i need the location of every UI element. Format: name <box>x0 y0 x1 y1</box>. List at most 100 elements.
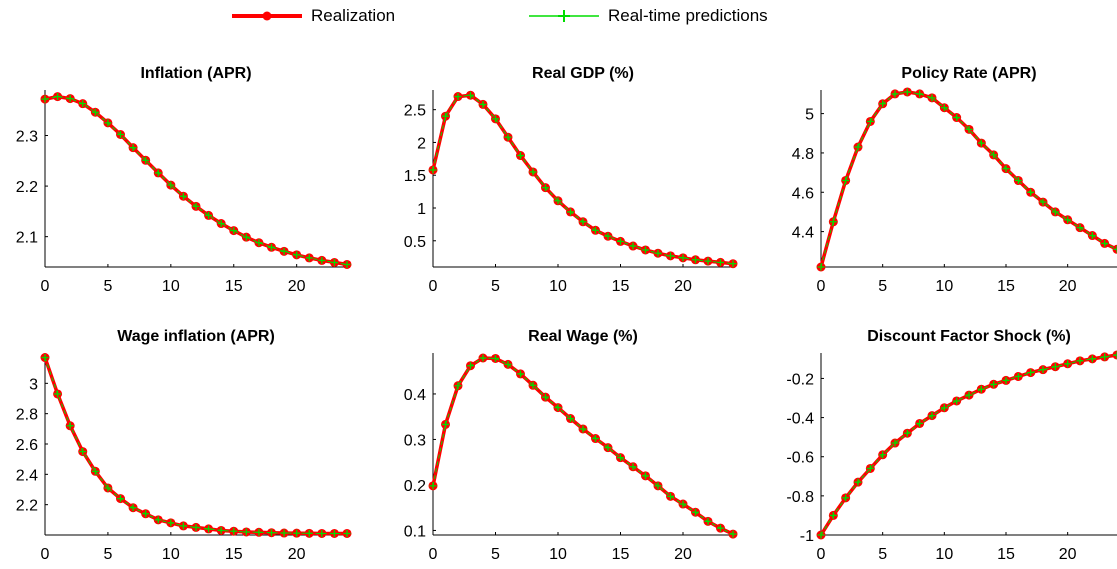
prediction-point <box>579 425 587 433</box>
prediction-point <box>154 169 162 177</box>
prediction-point <box>592 226 599 234</box>
x-tick-label: 20 <box>1059 278 1077 295</box>
prediction-point <box>679 254 687 262</box>
y-tick-label: -0.8 <box>786 489 814 506</box>
prediction-point <box>940 104 948 112</box>
x-tick-label: 10 <box>935 278 953 295</box>
prediction-point <box>729 260 737 268</box>
x-tick-label: 0 <box>429 278 438 295</box>
x-tick-label: 10 <box>549 278 567 295</box>
x-tick-label: 10 <box>935 546 953 563</box>
x-tick-label: 0 <box>817 546 826 563</box>
y-tick-label: 1.5 <box>404 168 426 185</box>
prediction-point <box>79 448 87 456</box>
prediction-point <box>717 524 724 532</box>
y-tick-label: -0.2 <box>786 371 814 388</box>
prediction-point <box>318 529 326 537</box>
prediction-point <box>1002 376 1010 384</box>
x-tick-label: 15 <box>997 278 1015 295</box>
prediction-point <box>667 252 674 260</box>
prediction-point <box>293 529 301 537</box>
y-tick-label: 2.5 <box>404 103 426 120</box>
legend-swatch-predictions <box>529 10 599 22</box>
x-tick-label: 15 <box>225 278 243 295</box>
prediction-point <box>66 422 74 430</box>
chart-title: Real Wage (%) <box>528 328 638 345</box>
prediction-point <box>940 404 948 412</box>
prediction-point <box>1101 353 1109 361</box>
prediction-point <box>990 151 998 159</box>
x-tick-label: 5 <box>103 278 112 295</box>
x-tick-label: 15 <box>612 278 630 295</box>
y-tick-label: -1 <box>800 528 814 545</box>
prediction-point <box>1076 357 1084 365</box>
prediction-point <box>704 257 712 265</box>
prediction-point <box>854 143 862 151</box>
prediction-point <box>642 472 649 480</box>
prediction-point <box>192 523 200 531</box>
prediction-point <box>817 263 825 271</box>
prediction-point <box>91 467 99 475</box>
prediction-point <box>167 181 175 189</box>
x-tick-label: 0 <box>41 278 50 295</box>
y-tick-label: 0.5 <box>404 234 426 251</box>
prediction-point <box>205 525 213 533</box>
y-tick-label: 4.8 <box>792 146 814 163</box>
chart-title: Discount Factor Shock (%) <box>867 328 1071 345</box>
y-tick-label: 2.6 <box>16 437 38 454</box>
prediction-point <box>654 482 662 490</box>
prediction-point <box>977 139 985 147</box>
prediction-point <box>842 176 850 184</box>
y-tick-label: 2.3 <box>16 129 38 146</box>
prediction-point <box>66 95 74 103</box>
y-tick-label: 0.4 <box>404 387 426 404</box>
prediction-point <box>604 232 612 240</box>
legend-item-predictions: Real-time predictions <box>526 6 768 26</box>
prediction-point <box>268 243 275 251</box>
prediction-point <box>829 511 837 519</box>
prediction-point <box>41 354 49 362</box>
prediction-point <box>604 444 612 452</box>
prediction-point <box>977 385 985 393</box>
y-tick-label: 3 <box>29 376 38 393</box>
x-tick-label: 5 <box>878 546 887 563</box>
prediction-point <box>454 382 462 390</box>
x-tick-label: 0 <box>817 278 826 295</box>
prediction-point <box>129 504 137 512</box>
realization-line <box>431 356 734 536</box>
prediction-point <box>928 412 936 420</box>
prediction-point <box>467 362 474 370</box>
prediction-point <box>280 247 288 255</box>
prediction-point <box>1002 165 1010 173</box>
prediction-point <box>729 530 737 538</box>
prediction-point <box>567 415 574 423</box>
prediction-point <box>492 115 499 123</box>
prediction-point <box>617 454 624 462</box>
prediction-point <box>965 391 973 399</box>
prediction-point <box>1014 176 1022 184</box>
prediction-point <box>343 529 351 537</box>
prediction-point <box>330 258 338 266</box>
prediction-point <box>1113 245 1117 253</box>
y-tick-label: 5 <box>805 107 814 124</box>
prediction-point <box>916 419 924 427</box>
realization-line <box>43 357 347 536</box>
prediction-point <box>454 93 462 101</box>
prediction-point <box>442 420 449 428</box>
prediction-point <box>104 119 112 127</box>
x-tick-label: 20 <box>288 278 306 295</box>
prediction-point <box>1051 208 1059 216</box>
prediction-point <box>104 484 112 492</box>
prediction-point <box>529 168 537 176</box>
legend: Realization Real-time predictions <box>0 0 1117 34</box>
prediction-point <box>91 108 99 116</box>
x-tick-label: 0 <box>41 546 50 563</box>
chart-4: Real Wage (%) 0 5 10 15 20 0.1 0.2 0.3 0.4 <box>404 328 738 563</box>
prediction-point <box>667 492 674 500</box>
x-tick-label: 15 <box>997 546 1015 563</box>
prediction-point <box>205 211 213 219</box>
x-tick-label: 20 <box>1059 546 1077 563</box>
prediction-point <box>866 464 874 472</box>
prediction-point <box>305 254 313 262</box>
